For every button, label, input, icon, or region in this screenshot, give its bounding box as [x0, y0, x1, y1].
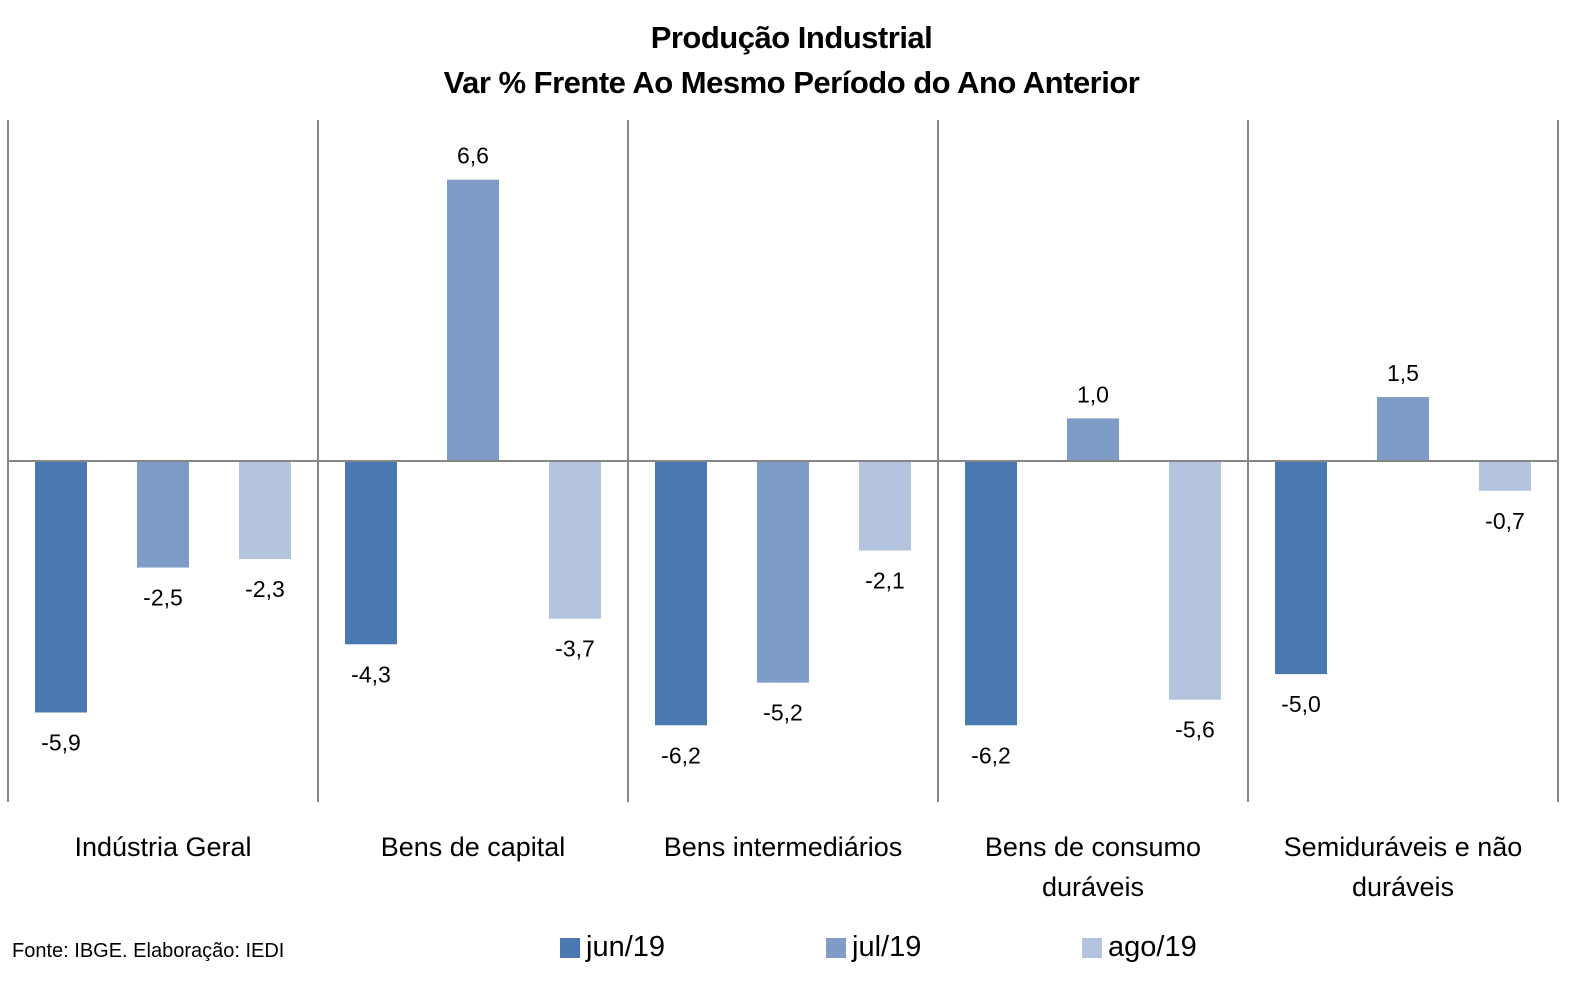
bar-jun-19 — [35, 461, 87, 713]
data-label: -5,0 — [1281, 691, 1321, 717]
category-label: Indústria Geral — [13, 827, 313, 867]
legend-label-ago: ago/19 — [1108, 931, 1197, 963]
bar-jul-19 — [1377, 397, 1429, 461]
data-label: -2,5 — [143, 585, 183, 611]
category-label: Bens de consumo duráveis — [943, 827, 1243, 907]
category-label-line: Bens intermediários — [663, 832, 903, 862]
legend-label-jun: jun/19 — [586, 931, 666, 963]
chart-subtitle: Var % Frente Ao Mesmo Período do Ano Ant… — [443, 65, 1140, 100]
category-label: Semiduráveis e não duráveis — [1253, 827, 1553, 907]
legend-item-ago: ago/19 — [1082, 931, 1197, 964]
legend-item-jul: jul/19 — [826, 931, 921, 964]
bar-ago-19 — [859, 461, 911, 551]
data-label: -0,7 — [1485, 508, 1525, 534]
bar-ago-19 — [239, 461, 291, 560]
data-label: -2,3 — [245, 576, 285, 602]
category-label: Bens intermediários — [633, 827, 933, 867]
category-label-line: Indústria Geral — [74, 832, 252, 862]
bar-jul-19 — [447, 179, 499, 462]
data-label: -6,2 — [971, 742, 1011, 768]
data-label: 1,5 — [1387, 360, 1419, 386]
category-label-line: Semiduráveis e não — [1283, 832, 1523, 862]
source-note: Fonte: IBGE. Elaboração: IEDI — [12, 940, 285, 962]
bar-jun-19 — [655, 461, 707, 726]
bar-jun-19 — [1275, 461, 1327, 675]
bar-jul-19 — [137, 461, 189, 568]
legend-item-jun: jun/19 — [560, 931, 665, 964]
legend-swatch-jun — [560, 937, 580, 958]
data-label: -5,2 — [763, 700, 803, 726]
legend-swatch-jul — [826, 937, 846, 958]
category-label: Bens de capital — [323, 827, 623, 867]
category-label-line: duráveis — [1041, 872, 1145, 902]
data-label: -6,2 — [661, 742, 701, 768]
data-label: -3,7 — [555, 636, 595, 662]
category-label-line: duráveis — [1351, 872, 1455, 902]
data-label: 1,0 — [1077, 381, 1109, 407]
data-label: -5,6 — [1175, 717, 1215, 743]
legend-label-jul: jul/19 — [852, 931, 922, 963]
chart-title: Produção Industrial — [650, 20, 933, 55]
bar-jun-19 — [345, 461, 397, 645]
data-label: 6,6 — [457, 143, 489, 169]
bar-ago-19 — [1169, 461, 1221, 700]
legend-swatch-ago — [1082, 937, 1102, 958]
bar-jul-19 — [757, 461, 809, 683]
bar-ago-19 — [1479, 461, 1531, 491]
bar-ago-19 — [549, 461, 601, 619]
bar-jul-19 — [1067, 418, 1119, 461]
data-label: -4,3 — [351, 661, 391, 687]
category-label-line: Bens de consumo — [984, 832, 1202, 862]
data-label: -2,1 — [865, 568, 905, 594]
bar-jun-19 — [965, 461, 1017, 726]
category-label-line: Bens de capital — [380, 832, 566, 862]
data-label: -5,9 — [41, 729, 81, 755]
